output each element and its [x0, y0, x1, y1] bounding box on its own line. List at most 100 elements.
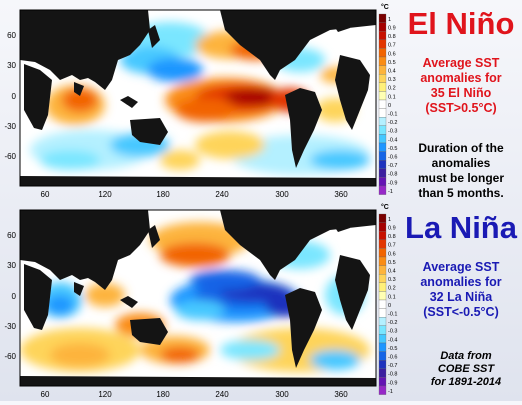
colorbar-cells	[378, 13, 387, 195]
colorbar-cell	[378, 48, 387, 58]
colorbar-tick-label: 1	[388, 17, 391, 23]
colorbar-tick-label: 0.5	[388, 60, 396, 66]
colorbar-tick-label: 0.3	[388, 277, 396, 283]
el-nino-title: El Niño	[407, 6, 515, 41]
source-line: for 1891-2014	[430, 376, 502, 388]
colorbar-tick-label: 0	[388, 103, 391, 109]
colorbar-tick-label: 0.3	[388, 77, 396, 83]
lon-tick: 60	[41, 190, 50, 199]
colorbar-cell	[378, 360, 387, 369]
colorbar-cell	[378, 385, 387, 395]
colorbar-cell	[378, 256, 387, 266]
colorbar-cell	[378, 231, 387, 240]
lon-tick: 300	[275, 390, 289, 399]
colorbar-tick-label: -0.6	[388, 354, 397, 360]
colorbar-cell	[378, 317, 387, 326]
colorbar-tick-label: 0.7	[388, 43, 396, 49]
source-line: Data from	[440, 350, 492, 362]
la-nina-title: La Niña	[405, 210, 517, 245]
description-line: Average SST	[422, 56, 500, 70]
lon-tick: 180	[156, 390, 170, 399]
colorbar-tick-label: 0.9	[388, 25, 396, 31]
colorbar-tick-label: 0.6	[388, 251, 396, 257]
source-line: COBE SST	[437, 363, 495, 375]
note-line: must be longer	[417, 171, 504, 185]
colorbar-tick-label: -1	[388, 189, 393, 195]
colorbar-cell	[378, 108, 387, 118]
lon-tick: 360	[334, 390, 348, 399]
colorbar-cell	[378, 142, 387, 152]
colorbar-cell	[378, 65, 387, 75]
colorbar-cell	[378, 31, 387, 40]
lat-tick: -30	[4, 322, 16, 331]
colorbar-cell	[378, 222, 387, 232]
colorbar-tick-label: 0.2	[388, 286, 396, 292]
colorbar-tick-label: 0	[388, 303, 391, 309]
la-nina-sst-map: 60 30 0 -30 -60 60 120 180 240 300 360	[4, 209, 377, 399]
map-frame	[19, 209, 377, 387]
colorbar-cell	[378, 282, 387, 292]
colorbar-unit: °C	[381, 203, 389, 211]
map-frame	[19, 9, 377, 187]
colorbar-cell	[378, 39, 387, 49]
colorbar-cell	[378, 265, 387, 275]
colorbar-cells	[378, 213, 387, 395]
el-nino-colorbar: °C 1 0.9 0.8 0.7 0.6 0.5 0.4 0.3 0.2 0.1 0 -0.1 -0.2…	[377, 0, 400, 200]
note-line: anomalies	[431, 156, 491, 170]
colorbar-tick-label: -0.5	[388, 346, 397, 352]
colorbar-cell	[378, 239, 387, 249]
lon-tick: 60	[41, 390, 50, 399]
note-line: than 5 months.	[418, 186, 504, 200]
colorbar-cell	[378, 99, 387, 109]
colorbar-cell	[378, 74, 387, 83]
lat-tick: -60	[4, 152, 16, 161]
colorbar-cell	[378, 13, 387, 23]
continents	[20, 10, 376, 186]
lat-tick: 30	[7, 261, 16, 270]
lat-tick: 30	[7, 61, 16, 70]
colorbar-tick-label: -0.3	[388, 329, 397, 335]
colorbar-tick-label: -0.5	[388, 146, 397, 152]
lat-tick: -30	[4, 122, 16, 131]
colorbar-cell	[378, 91, 387, 101]
colorbar-cell	[378, 151, 387, 161]
colorbar-cell	[378, 56, 387, 66]
colorbar-tick-label: 0.8	[388, 34, 396, 40]
colorbar-unit: °C	[381, 3, 389, 11]
colorbar-tick-label: -0.3	[388, 129, 397, 135]
lon-tick: 240	[215, 390, 229, 399]
lon-ticks: 60 120 180 240 300 360	[41, 390, 349, 399]
lat-tick: 60	[7, 231, 16, 240]
colorbar-tick-label: -0.7	[388, 163, 397, 169]
description-line: anomalies for	[420, 275, 502, 289]
el-nino-map-panel: 60 30 0 -30 -60 60 120 180 240 300 360	[0, 0, 400, 200]
lon-ticks: 60 120 180 240 300 360	[41, 190, 349, 199]
description-line: (SST<-0.5°C)	[423, 305, 499, 319]
lon-tick: 360	[334, 190, 348, 199]
lon-tick: 240	[215, 190, 229, 199]
colorbar-tick-label: -0.2	[388, 320, 397, 326]
colorbar-tick-label: -0.8	[388, 372, 397, 378]
lon-tick: 300	[275, 190, 289, 199]
lat-tick: 60	[7, 31, 16, 40]
colorbar-tick-label: -0.6	[388, 154, 397, 160]
lat-tick: -60	[4, 352, 16, 361]
el-nino-sst-map: 60 30 0 -30 -60 60 120 180 240 300 360	[4, 9, 377, 199]
anomaly-field	[20, 210, 376, 386]
colorbar-tick-label: -0.4	[388, 337, 397, 343]
colorbar-cell	[378, 125, 387, 135]
colorbar-tick-label: 0.9	[388, 225, 396, 231]
colorbar-cell	[378, 299, 387, 309]
description-line: 35 El Niño	[430, 86, 492, 100]
colorbar-cell	[378, 368, 387, 378]
colorbar-cell	[378, 334, 387, 344]
colorbar-tick-label: 0.1	[388, 294, 396, 300]
colorbar-cell	[378, 377, 387, 387]
colorbar-cell	[378, 308, 387, 318]
continents	[20, 210, 376, 386]
colorbar-cell	[378, 185, 387, 195]
colorbar-tick-label: -1	[388, 389, 393, 395]
colorbar-tick-label: 0.7	[388, 243, 396, 249]
colorbar-graphic: °C 1 0.9 0.8 0.7 0.6 0.5 0.4 0.3 0.2 0.1 0 -0.1 -0.2…	[378, 3, 397, 195]
colorbar-cell	[378, 325, 387, 335]
